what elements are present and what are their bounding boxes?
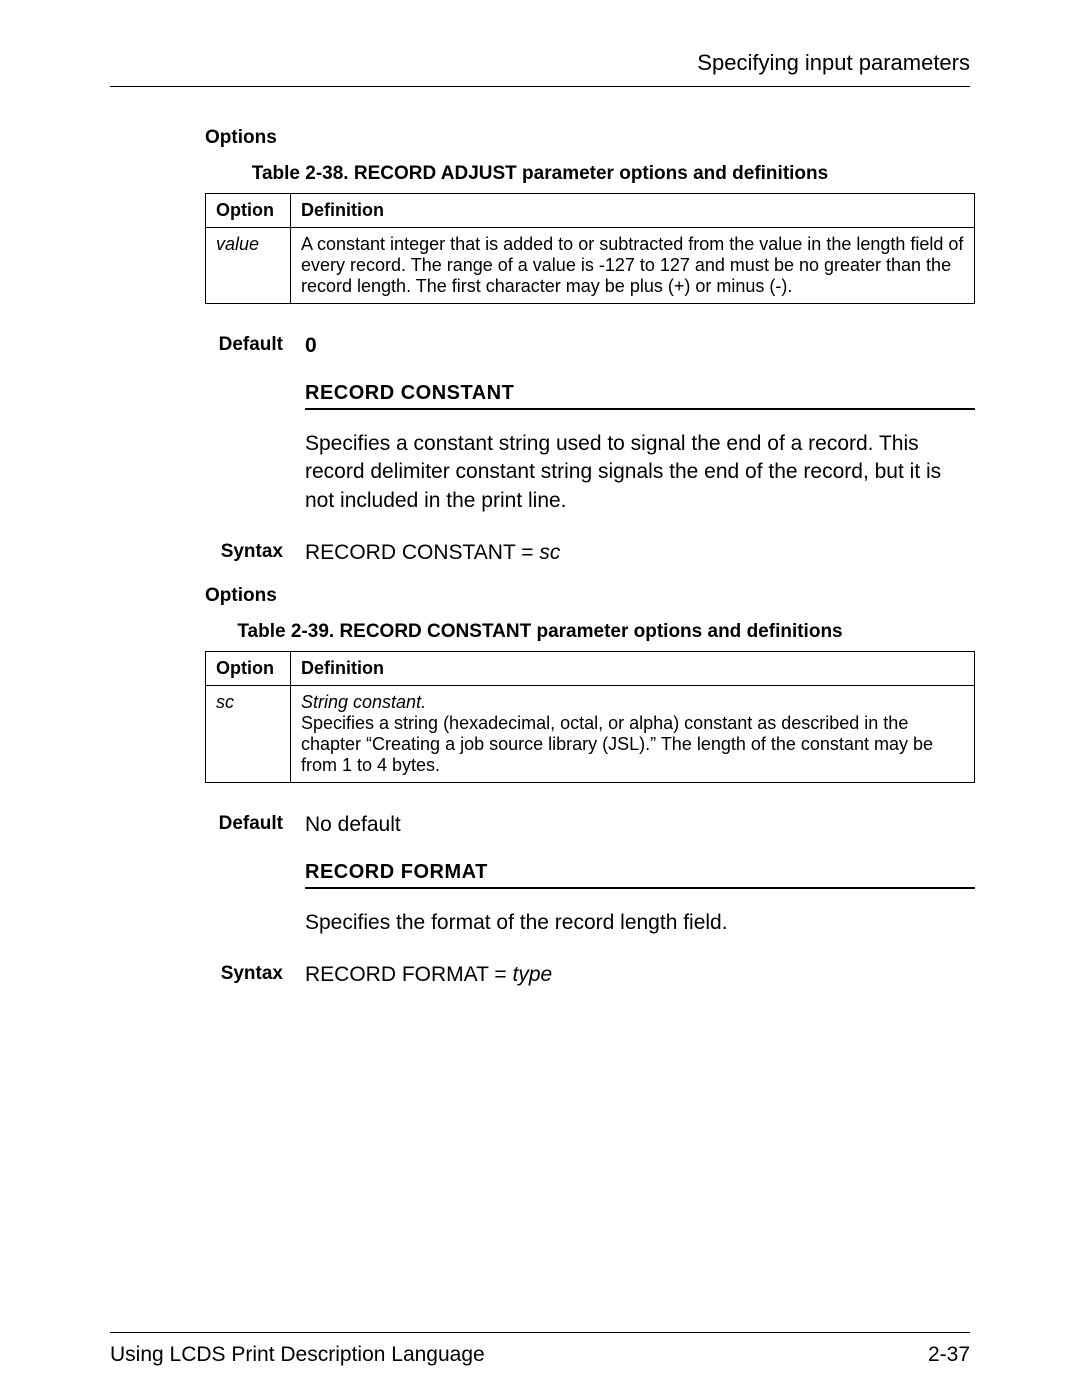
syntax-label: Syntax: [110, 541, 305, 563]
table-header-row: Option Definition: [206, 194, 975, 228]
subsection-heading-record-format: RECORD FORMAT: [305, 859, 970, 885]
default-label: Default: [110, 334, 305, 356]
record-constant-description: Specifies a constant string used to sign…: [305, 430, 970, 515]
default-value: 0: [305, 334, 317, 358]
default-row-2: Default No default: [110, 813, 970, 837]
definition-lead: String constant.: [301, 692, 426, 712]
syntax-param: sc: [539, 541, 560, 564]
definition-cell: String constant. Specifies a string (hex…: [291, 686, 975, 783]
options-heading-1: Options: [205, 127, 970, 149]
option-cell: value: [206, 228, 291, 304]
table-caption-39: Table 2-39. RECORD CONSTANT parameter op…: [110, 621, 970, 643]
page-content: Specifying input parameters Options Tabl…: [0, 0, 1080, 1397]
definition-body: Specifies a string (hexadecimal, octal, …: [301, 713, 933, 775]
running-header: Specifying input parameters: [110, 50, 970, 87]
table-row: sc String constant. Specifies a string (…: [206, 686, 975, 783]
table-row: value A constant integer that is added t…: [206, 228, 975, 304]
syntax-row-constant: Syntax RECORD CONSTANT = sc: [110, 541, 970, 565]
options-heading-2: Options: [205, 585, 970, 607]
default-value: No default: [305, 813, 401, 837]
col-option-header: Option: [206, 194, 291, 228]
default-row-1: Default 0: [110, 334, 970, 358]
table-38: Option Definition value A constant integ…: [205, 193, 975, 304]
table-header-row: Option Definition: [206, 652, 975, 686]
footer-left: Using LCDS Print Description Language: [110, 1343, 485, 1367]
syntax-text: RECORD CONSTANT =: [305, 541, 539, 564]
syntax-label: Syntax: [110, 963, 305, 985]
heading-rule: [305, 408, 975, 410]
syntax-param: type: [513, 963, 553, 986]
syntax-row-format: Syntax RECORD FORMAT = type: [110, 963, 970, 987]
page-footer: Using LCDS Print Description Language 2-…: [110, 1332, 970, 1367]
table-39: Option Definition sc String constant. Sp…: [205, 651, 975, 783]
option-cell: sc: [206, 686, 291, 783]
footer-right: 2-37: [928, 1343, 970, 1367]
col-definition-header: Definition: [291, 652, 975, 686]
syntax-value: RECORD FORMAT = type: [305, 963, 552, 987]
table-caption-38: Table 2-38. RECORD ADJUST parameter opti…: [110, 163, 970, 185]
heading-rule: [305, 887, 975, 889]
col-option-header: Option: [206, 652, 291, 686]
syntax-value: RECORD CONSTANT = sc: [305, 541, 560, 565]
col-definition-header: Definition: [291, 194, 975, 228]
subsection-heading-record-constant: RECORD CONSTANT: [305, 380, 970, 406]
syntax-text: RECORD FORMAT =: [305, 963, 513, 986]
definition-cell: A constant integer that is added to or s…: [291, 228, 975, 304]
record-format-description: Specifies the format of the record lengt…: [305, 909, 970, 937]
default-label: Default: [110, 813, 305, 835]
